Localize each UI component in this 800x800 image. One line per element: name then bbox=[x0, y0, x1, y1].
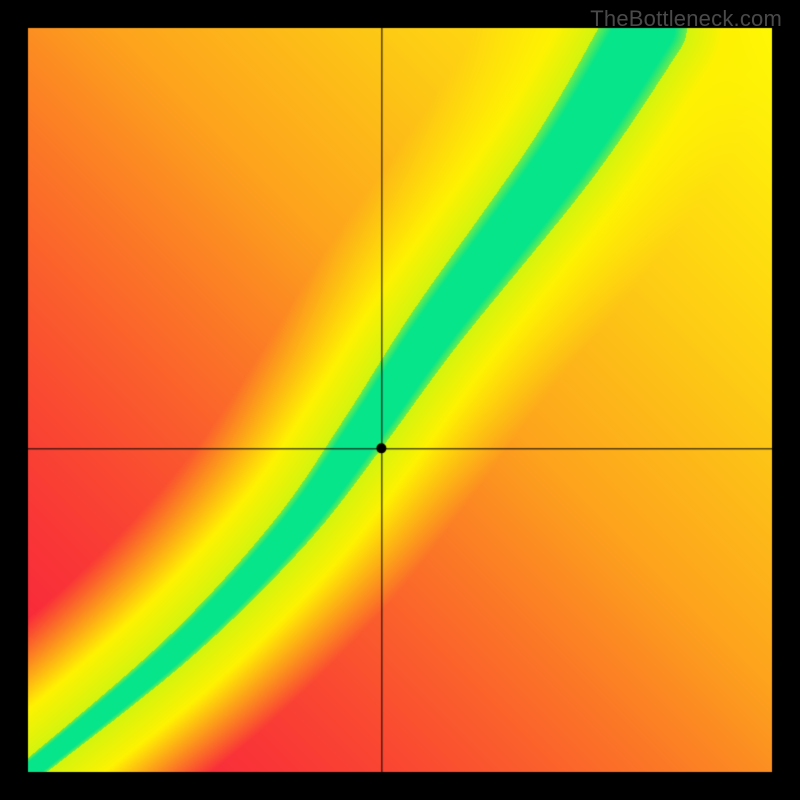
chart-container: TheBottleneck.com bbox=[0, 0, 800, 800]
heatmap-canvas bbox=[0, 0, 800, 800]
watermark-text: TheBottleneck.com bbox=[590, 6, 782, 32]
